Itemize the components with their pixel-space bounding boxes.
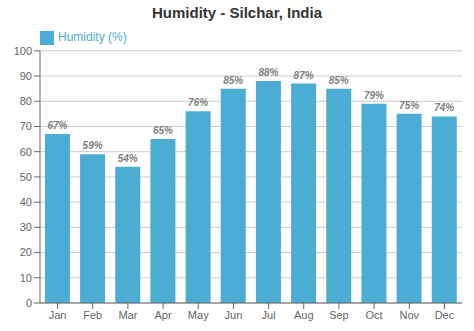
svg-text:50: 50 <box>20 171 32 183</box>
html-text:Humidity (%): Humidity (%) <box>58 30 127 44</box>
svg-text:54%: 54% <box>118 153 138 164</box>
svg-text:75%: 75% <box>399 100 419 111</box>
svg-text:Dec: Dec <box>435 309 455 321</box>
svg-text:Mar: Mar <box>118 309 137 321</box>
svg-text:Sep: Sep <box>329 309 349 321</box>
svg-text:Jul: Jul <box>262 309 276 321</box>
svg-text:80: 80 <box>20 95 32 107</box>
svg-text:Jun: Jun <box>225 309 243 321</box>
svg-text:Apr: Apr <box>155 309 172 321</box>
svg-text:59%: 59% <box>83 140 103 151</box>
svg-text:87%: 87% <box>294 70 314 81</box>
svg-text:74%: 74% <box>434 102 454 113</box>
svg-text:Nov: Nov <box>399 309 419 321</box>
svg-text:Feb: Feb <box>83 309 102 321</box>
svg-text:90: 90 <box>20 70 32 82</box>
svg-text:40: 40 <box>20 196 32 208</box>
svg-text:Aug: Aug <box>294 309 314 321</box>
svg-text:100: 100 <box>14 45 32 57</box>
svg-text:70: 70 <box>20 120 32 132</box>
html-text:Humidity - Silchar, India: Humidity - Silchar, India <box>152 4 322 21</box>
svg-text:65%: 65% <box>153 125 173 136</box>
svg-text:10: 10 <box>20 272 32 284</box>
svg-text:May: May <box>188 309 209 321</box>
svg-text:76%: 76% <box>188 97 208 108</box>
svg-text:67%: 67% <box>47 120 67 131</box>
svg-text:Oct: Oct <box>366 309 383 321</box>
svg-text:60: 60 <box>20 146 32 158</box>
svg-text:88%: 88% <box>258 67 278 78</box>
svg-text:85%: 85% <box>329 75 349 86</box>
svg-text:30: 30 <box>20 221 32 233</box>
svg-text:20: 20 <box>20 246 32 258</box>
svg-text:85%: 85% <box>223 75 243 86</box>
svg-text:Jan: Jan <box>49 309 67 321</box>
svg-text:0: 0 <box>26 297 32 309</box>
svg-text:79%: 79% <box>364 90 384 101</box>
